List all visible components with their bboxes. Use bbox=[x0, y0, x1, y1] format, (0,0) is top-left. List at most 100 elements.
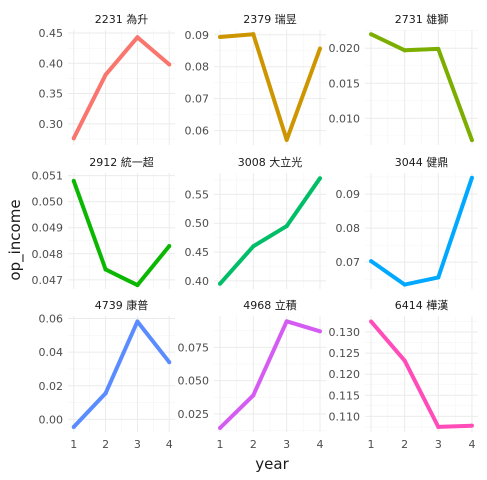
data-point bbox=[284, 319, 289, 324]
data-point bbox=[318, 176, 322, 181]
series-line bbox=[71, 35, 171, 140]
data-point bbox=[318, 329, 322, 334]
data-point bbox=[135, 283, 140, 288]
facet-strip-label: 3008 大立光 bbox=[238, 155, 303, 169]
y-axis-title: op_income bbox=[6, 199, 25, 280]
data-point bbox=[71, 136, 76, 141]
y-tick-label: 0.050 bbox=[32, 196, 64, 209]
y-tick-label: 0.120 bbox=[329, 368, 361, 381]
series-line bbox=[72, 319, 171, 429]
y-tick-label: 0.110 bbox=[329, 410, 361, 423]
y-tick-label: 0.050 bbox=[178, 375, 210, 388]
y-tick-label: 0.010 bbox=[329, 112, 361, 125]
y-tick-label: 0.07 bbox=[336, 256, 361, 269]
data-point bbox=[469, 138, 474, 143]
facet-strip-label: 4739 康普 bbox=[95, 298, 149, 312]
y-tick-label: 0.048 bbox=[32, 248, 64, 261]
facet-strip-label: 2912 統一超 bbox=[89, 155, 154, 169]
y-tick-label: 0.55 bbox=[185, 188, 210, 201]
facet-panel: 4968 立積 0.025 0.050 0.075 1 2 3 4 bbox=[178, 298, 326, 451]
x-tick-label: 2 bbox=[102, 438, 109, 451]
data-point bbox=[402, 48, 407, 53]
y-tick-label: 0.06 bbox=[185, 125, 210, 138]
series-line bbox=[370, 32, 474, 141]
facet-panels: 2231 為升 0.30 0.35 0.40 0.45 2379 瑞昱 0.06 0.07 0.… bbox=[32, 12, 478, 451]
x-tick-label: 2 bbox=[250, 438, 257, 451]
y-tick-label: 0.09 bbox=[336, 188, 361, 201]
data-point bbox=[251, 393, 256, 398]
y-tick-label: 0.125 bbox=[329, 347, 361, 360]
series-line bbox=[369, 320, 472, 429]
x-axis-title: year bbox=[255, 455, 289, 473]
x-tick-label: 2 bbox=[401, 438, 408, 451]
facet-strip-label: 6414 樺漢 bbox=[395, 299, 449, 312]
y-tick-label: 0.07 bbox=[185, 93, 210, 106]
data-point bbox=[436, 46, 441, 51]
y-tick-label: 0.45 bbox=[185, 246, 210, 259]
x-tick-label: 3 bbox=[283, 438, 290, 451]
y-tick-label: 0.051 bbox=[32, 170, 64, 183]
data-point bbox=[103, 267, 108, 272]
x-tick-label: 4 bbox=[468, 438, 475, 451]
y-tick-label: 0.06 bbox=[39, 313, 64, 326]
data-point bbox=[469, 175, 474, 180]
y-tick-label: 0.09 bbox=[185, 29, 210, 42]
series-line bbox=[218, 319, 321, 430]
data-point bbox=[167, 243, 172, 248]
data-point bbox=[251, 244, 256, 249]
facet-panel: 6414 樺漢 0.110 0.115 0.120 0.125 0.130 1 2 3 4 bbox=[329, 299, 478, 451]
data-point bbox=[369, 259, 374, 264]
data-point bbox=[284, 224, 289, 229]
facet-panel: 2912 統一超 0.047 0.048 0.049 0.050 0.051 bbox=[32, 155, 175, 289]
data-point bbox=[167, 360, 172, 365]
facet-strip-label: 4968 立積 bbox=[243, 298, 297, 312]
data-point bbox=[436, 424, 441, 429]
data-point bbox=[135, 35, 140, 40]
data-point bbox=[71, 424, 76, 429]
x-tick-label: 1 bbox=[217, 438, 224, 451]
data-point bbox=[218, 35, 222, 40]
facet-panel: 2379 瑞昱 0.06 0.07 0.08 0.09 bbox=[185, 12, 326, 145]
y-tick-label: 0.02 bbox=[39, 380, 64, 393]
y-tick-label: 0.049 bbox=[32, 222, 64, 235]
y-tick-label: 0.115 bbox=[329, 389, 361, 402]
facet-strip-label: 3044 健鼎 bbox=[395, 156, 449, 169]
series-line bbox=[71, 180, 171, 288]
y-tick-label: 0.075 bbox=[178, 341, 210, 354]
data-point bbox=[284, 137, 289, 142]
facet-strip-label: 2231 為升 bbox=[95, 12, 149, 26]
y-tick-label: 0.35 bbox=[39, 88, 64, 101]
data-point bbox=[436, 275, 441, 280]
y-tick-label: 0.30 bbox=[39, 118, 64, 131]
x-tick-label: 3 bbox=[435, 438, 442, 451]
facet-panel: 2231 為升 0.30 0.35 0.40 0.45 bbox=[39, 12, 175, 145]
series-line bbox=[369, 177, 474, 287]
y-tick-label: 0.025 bbox=[178, 408, 210, 421]
data-point bbox=[218, 426, 222, 430]
y-tick-label: 0.00 bbox=[39, 413, 64, 426]
data-point bbox=[103, 72, 108, 77]
facet-strip-label: 2379 瑞昱 bbox=[243, 12, 297, 26]
y-tick-label: 0.04 bbox=[39, 346, 64, 359]
facet-panel: 2731 雄獅 0.010 0.015 0.020 bbox=[329, 12, 478, 145]
series-line bbox=[218, 177, 322, 286]
y-tick-label: 0.047 bbox=[32, 274, 64, 287]
x-tick-label: 3 bbox=[134, 438, 141, 451]
data-point bbox=[167, 62, 172, 67]
facet-strip-label: 2731 雄獅 bbox=[395, 12, 449, 26]
facet-panel: 3008 大立光 0.40 0.45 0.50 0.55 bbox=[185, 155, 326, 289]
data-point bbox=[251, 32, 256, 37]
data-point bbox=[369, 319, 374, 324]
y-tick-label: 0.08 bbox=[336, 222, 361, 235]
facet-panel: 3044 健鼎 0.07 0.08 0.09 bbox=[336, 156, 478, 289]
data-point bbox=[402, 282, 407, 287]
y-tick-label: 0.45 bbox=[39, 27, 64, 40]
data-point bbox=[469, 423, 474, 428]
data-point bbox=[71, 178, 76, 183]
data-point bbox=[369, 32, 374, 37]
y-tick-label: 0.130 bbox=[329, 326, 361, 339]
y-tick-label: 0.40 bbox=[185, 275, 210, 288]
data-point bbox=[218, 281, 222, 286]
data-point bbox=[103, 391, 108, 396]
